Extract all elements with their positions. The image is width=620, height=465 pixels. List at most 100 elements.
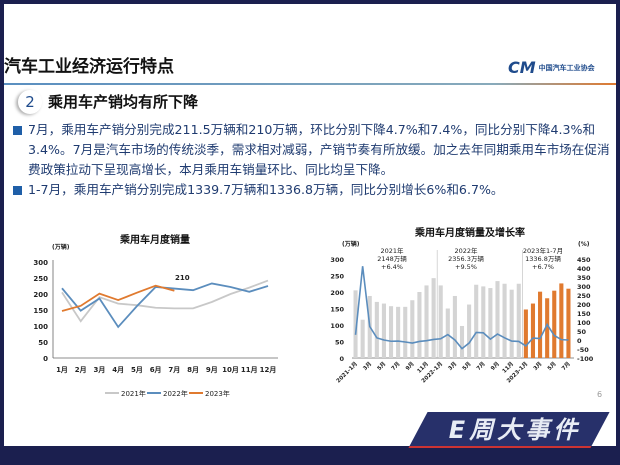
sales-bar (431, 278, 436, 358)
annotation-growth: +6.7% (532, 263, 554, 271)
sales-bar (538, 291, 543, 358)
sales-bar (396, 306, 401, 358)
sales-bar (566, 288, 571, 358)
legend-label: 2021年 (121, 389, 146, 398)
x-tick-label: 7月 (389, 360, 401, 372)
bullet-item: 1-7月，乘用车产销分别完成1339.7万辆和1336.8万辆，同比分别增长6%… (10, 180, 614, 200)
sales-bar (438, 285, 443, 358)
sales-bar (374, 301, 379, 358)
legend-label: 2023年 (205, 389, 230, 398)
x-tick-label: 3月 (446, 360, 458, 372)
sales-bar (459, 325, 465, 358)
y-tick-label: 0 (43, 355, 48, 363)
sales-bar (488, 288, 493, 358)
sales-bar (495, 281, 500, 358)
x-tick-label: 9月 (403, 360, 415, 372)
x-tick-label: 1月 (56, 366, 68, 374)
sales-bar (410, 300, 415, 358)
logo: CM 中国汽车工业协会 (508, 58, 595, 77)
y2-tick-label: -100 (577, 355, 594, 363)
slide (4, 4, 616, 446)
x-tick-label: 9月 (489, 360, 501, 372)
sales-bar (403, 306, 408, 358)
y-tick-label: 100 (33, 323, 48, 331)
sales-bar (516, 283, 521, 358)
y2-axis-label: (%) (578, 241, 590, 248)
x-tick-label: 5月 (460, 360, 472, 372)
y2-tick-label: 0 (577, 337, 582, 345)
logo-mark-icon: CM (508, 58, 536, 77)
y2-tick-label: 50 (577, 328, 587, 336)
chart-title: 乘用车月度销量 (119, 233, 190, 246)
sales-bar (481, 286, 486, 358)
data-label: 210 (175, 274, 190, 282)
sales-bar (559, 283, 564, 358)
y-tick-label: 150 (33, 307, 48, 315)
sales-bar (424, 285, 429, 358)
section-title: 乘用车产销均有所下降 (48, 93, 199, 111)
page-number: 6 (597, 390, 603, 399)
annotation-growth: +6.4% (381, 263, 403, 271)
y-tick-label: 250 (330, 273, 344, 281)
x-tick-label: 8月 (187, 366, 199, 374)
sales-bar (452, 295, 457, 358)
chart-title: 乘用车月度销量及增长率 (414, 226, 525, 239)
sales-bar (545, 298, 550, 358)
annotation-growth: +9.5% (455, 263, 477, 271)
sales-bar (552, 290, 557, 358)
bullet-text: 1-7月，乘用车产销分别完成1339.7万辆和1336.8万辆，同比分别增长6%… (28, 182, 504, 197)
banner-title: E周大事件 (448, 416, 582, 444)
x-tick-label: 12月 (260, 366, 277, 374)
sales-bar (445, 308, 450, 358)
sales-bar (381, 303, 386, 358)
x-tick-label: 10月 (222, 366, 239, 374)
y-tick-label: 300 (330, 256, 344, 264)
annotation-year: 2021年 (380, 246, 404, 255)
y-tick-label: 150 (330, 306, 344, 314)
bullet-square-icon (13, 186, 22, 195)
y2-tick-label: 250 (577, 292, 591, 300)
x-tick-label: 5月 (545, 360, 557, 372)
x-tick-label: 2月 (75, 366, 87, 374)
y-tick-label: 300 (33, 259, 48, 267)
sales-bar (474, 284, 479, 358)
sales-bar (467, 304, 472, 358)
y2-tick-label: 450 (577, 256, 591, 264)
annotation-total: 1336.8万辆 (525, 254, 561, 263)
legend-label: 2022年 (163, 389, 188, 398)
x-tick-label: 6月 (150, 366, 162, 374)
x-tick-label: 3月 (94, 366, 106, 374)
y2-tick-label: -50 (577, 346, 589, 354)
y2-tick-label: 150 (577, 310, 591, 318)
annotation-total: 2356.3万辆 (448, 254, 484, 263)
y-tick-label: 50 (38, 339, 48, 347)
y-tick-label: 100 (330, 322, 344, 330)
header-divider (4, 83, 616, 85)
sales-bar (509, 289, 514, 358)
x-tick-label: 3月 (531, 360, 543, 372)
y-tick-label: 50 (335, 339, 345, 347)
y2-tick-label: 350 (577, 274, 591, 282)
y-tick-label: 200 (330, 289, 344, 297)
y-axis-label: (万辆) (52, 243, 70, 251)
y-tick-label: 250 (33, 275, 48, 283)
sales-bar (388, 306, 394, 358)
bullet-square-icon (13, 126, 22, 135)
x-tick-label: 5月 (131, 366, 143, 374)
y2-tick-label: 100 (577, 319, 591, 327)
sales-bar (523, 309, 528, 358)
x-tick-label: 9月 (206, 366, 218, 374)
y2-tick-label: 300 (577, 283, 591, 291)
bullet-text: 7月，乘用车产销分别完成211.5万辆和210万辆，环比分别下降4.7%和7.4… (28, 122, 610, 177)
x-tick-label: 2021-1月 (334, 360, 359, 385)
logo-text: 中国汽车工业协会 (538, 63, 595, 72)
sales-bar (530, 303, 536, 358)
section-number: 2 (18, 90, 42, 114)
annotation-total: 2148万辆 (377, 254, 407, 263)
y-tick-label: 0 (339, 355, 344, 363)
y2-tick-label: 200 (577, 301, 591, 309)
x-tick-label: 7月 (560, 360, 572, 372)
sales-bar (417, 292, 422, 358)
